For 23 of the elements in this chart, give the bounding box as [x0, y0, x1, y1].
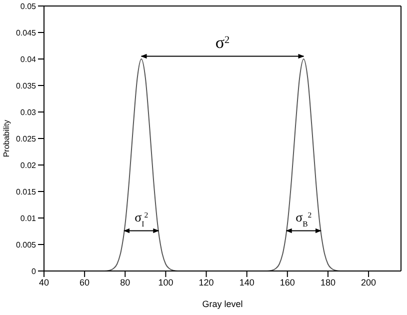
y-tick-label: 0.02 [20, 160, 37, 170]
y-tick-label: 0.03 [20, 108, 37, 117]
y-tick-label: 0.05 [20, 2, 37, 11]
x-tick-label: 40 [38, 277, 50, 288]
x-tick-label: 100 [158, 277, 174, 288]
y-tick-label: 0.035 [16, 81, 37, 90]
y-tick-label: 0.01 [20, 214, 37, 223]
y-tick-label: 0.025 [16, 134, 37, 144]
x-tick-label: 140 [239, 277, 254, 288]
y-tick-label: 0 [32, 266, 37, 276]
x-tick-label: 80 [120, 277, 130, 288]
x-tick-label: 160 [280, 277, 295, 288]
y-tick-label: 0.04 [20, 54, 37, 64]
x-axis-title: Gray level [202, 299, 243, 309]
y-tick-label: 0.045 [16, 28, 37, 38]
x-tick-label: 120 [198, 277, 214, 288]
x-tick-label: 200 [361, 277, 376, 288]
x-tick-label: 60 [80, 277, 90, 288]
x-tick-label: 180 [320, 277, 336, 288]
y-tick-label: 0.005 [16, 240, 37, 250]
y-tick-label: 0.015 [16, 187, 37, 196]
annotation: σ$^{2}$ [215, 33, 230, 52]
y-axis-title: Probability [2, 120, 11, 158]
